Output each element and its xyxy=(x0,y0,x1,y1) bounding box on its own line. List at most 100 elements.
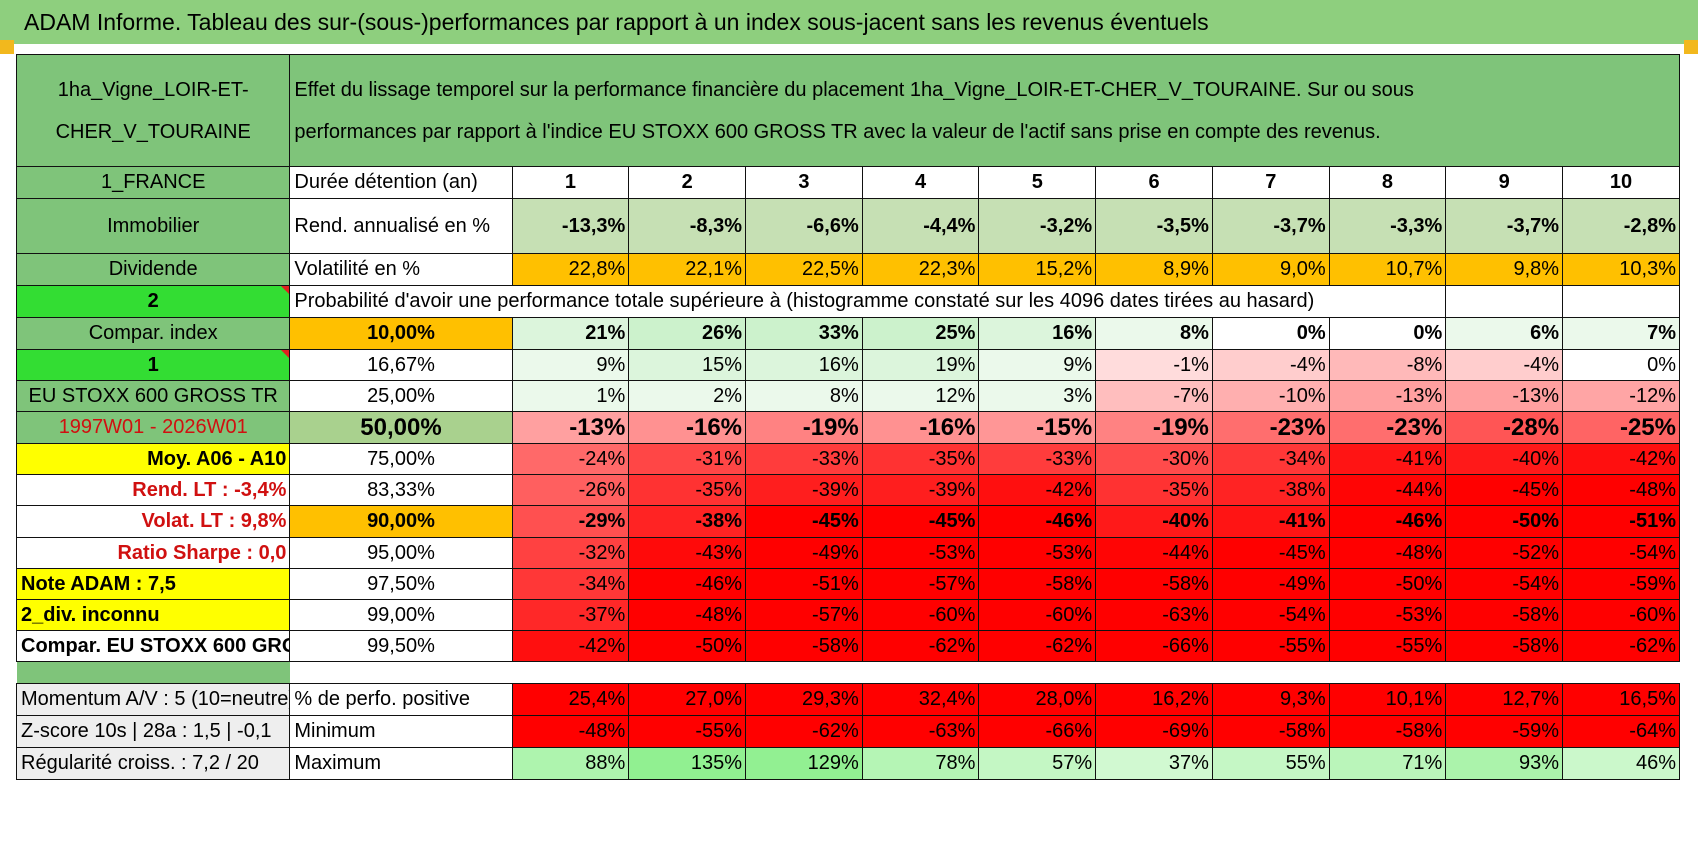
rend-value: -3,7% xyxy=(1211,198,1330,254)
percentile-label: 95,00% xyxy=(289,537,513,569)
years-row: 1_FRANCE Durée détention (an) 1 2 3 4 5 6 7 8 9 10 xyxy=(15,166,1680,199)
percentile-value: -49% xyxy=(1211,568,1330,600)
selector-1: 2 xyxy=(15,285,291,318)
rend-label: Rend. annualisé en % xyxy=(289,198,513,254)
percentile-label: 50,00% xyxy=(289,411,513,444)
volat-value: 9,0% xyxy=(1211,253,1330,286)
percentile-value: -33% xyxy=(978,443,1097,475)
percentile-label: 99,00% xyxy=(289,599,513,631)
percentile-label: 97,50% xyxy=(289,568,513,600)
div-label: 2_div. inconnu xyxy=(15,599,291,631)
positive-value: 29,3% xyxy=(745,683,863,716)
positive-value: 32,4% xyxy=(861,683,980,716)
percentile-value: -23% xyxy=(1211,411,1330,444)
percentile-value: -37% xyxy=(511,599,630,631)
positive-value: 16,5% xyxy=(1562,683,1680,716)
percentile-row: Compar. EU STOXX 600 GROSS TR99,50%-42%-… xyxy=(15,630,1680,662)
percentile-value: -58% xyxy=(745,630,863,662)
percentile-row: Volat. LT : 9,8% 90,00% -29% -38% -45% -45% -4… xyxy=(15,505,1680,538)
maximum-value: 57% xyxy=(978,747,1097,780)
description-line1: Effet du lissage temporel sur la perform… xyxy=(294,78,1414,101)
rend-value: -4,4% xyxy=(861,198,980,254)
rend-value: -2,8% xyxy=(1562,198,1680,254)
percentile-value: -34% xyxy=(1211,443,1330,475)
rend-value: -3,2% xyxy=(978,198,1097,254)
category-label: Immobilier xyxy=(15,198,291,254)
percentile-value: -46% xyxy=(628,568,747,600)
percentile-value: -29% xyxy=(511,505,630,538)
percentile-value: -33% xyxy=(745,443,863,475)
volat-value: 22,5% xyxy=(745,253,863,286)
year-header: 5 xyxy=(978,166,1097,199)
maximum-value: 78% xyxy=(861,747,980,780)
percentile-value: -15% xyxy=(978,411,1097,444)
percentile-value: -10% xyxy=(1211,380,1330,412)
percentile-value: -42% xyxy=(1562,443,1680,475)
volat-value: 9,8% xyxy=(1445,253,1564,286)
corner-marker-right xyxy=(1684,40,1698,54)
percentile-value: -34% xyxy=(511,568,630,600)
gap-cell xyxy=(1212,662,1329,684)
percentile-value: -58% xyxy=(1445,599,1564,631)
percentile-value: 2% xyxy=(628,380,747,412)
momentum-label: Momentum A/V : 5 (10=neutre) xyxy=(15,683,291,716)
positive-value: 9,3% xyxy=(1211,683,1330,716)
percentile-value: -45% xyxy=(861,505,980,538)
percentile-value: -53% xyxy=(978,537,1097,569)
corner-marker-left xyxy=(0,40,14,54)
percentile-value: -52% xyxy=(1445,537,1564,569)
minimum-value: -48% xyxy=(511,715,630,748)
percentile-value: -51% xyxy=(745,568,863,600)
percentile-value: -30% xyxy=(1095,443,1213,475)
maximum-row: Régularité croiss. : 7,2 / 20 Maximum 88% 1… xyxy=(15,747,1680,780)
percentile-value: -50% xyxy=(1445,505,1564,538)
percentile-value: 33% xyxy=(745,317,863,350)
positive-value: 16,2% xyxy=(1095,683,1213,716)
minimum-value: -63% xyxy=(861,715,980,748)
percentile-value: 8% xyxy=(1095,317,1213,350)
percentile-row: Note ADAM : 7,5 97,50% -34% -46% -51% -57% -58… xyxy=(15,568,1680,600)
gap-cell xyxy=(290,662,512,684)
percentile-value: -63% xyxy=(1095,599,1213,631)
minimum-value: -59% xyxy=(1445,715,1564,748)
positive-value: 25,4% xyxy=(511,683,630,716)
percentile-value: -13% xyxy=(1445,380,1564,412)
asset-name-line1: 1ha_Vigne_LOIR-ET- xyxy=(57,78,249,101)
percentile-value: -19% xyxy=(745,411,863,444)
report-title: ADAM Informe. Tableau des sur-(sous-)per… xyxy=(0,0,1698,44)
year-header: 6 xyxy=(1095,166,1213,199)
maximum-value: 46% xyxy=(1562,747,1680,780)
empty-cell xyxy=(1562,285,1680,318)
income-label: Dividende xyxy=(15,253,291,286)
percentile-value: -53% xyxy=(1328,599,1447,631)
note-label: Note ADAM : 7,5 xyxy=(15,568,291,600)
percentile-value: -35% xyxy=(628,474,747,506)
percentile-value: -4% xyxy=(1211,349,1330,381)
percentile-row: 1 16,67% 9% 15% 16% 19% 9% -1% -4% -8% -4% 0% xyxy=(15,349,1680,381)
asset-name-line2: CHER_V_TOURAINE xyxy=(55,120,251,143)
percentile-value: -60% xyxy=(978,599,1097,631)
volat-label: Volatilité en % xyxy=(289,253,513,286)
empty-cell xyxy=(1445,285,1564,318)
percentile-value: -60% xyxy=(1562,599,1680,631)
percentile-label: 16,67% xyxy=(289,349,513,381)
gap-cell xyxy=(629,662,746,684)
percentile-value: -31% xyxy=(628,443,747,475)
percentile-label: 99,50% xyxy=(289,630,513,662)
percentile-value: 7% xyxy=(1562,317,1680,350)
percentile-value: -60% xyxy=(861,599,980,631)
positive-value: 12,7% xyxy=(1445,683,1564,716)
percentile-value: -48% xyxy=(628,599,747,631)
minimum-value: -62% xyxy=(745,715,863,748)
percentile-value: -46% xyxy=(1328,505,1447,538)
probability-label: Probabilité d'avoir une performance tota… xyxy=(289,285,1447,318)
percentile-value: -40% xyxy=(1445,443,1564,475)
maximum-value: 37% xyxy=(1095,747,1213,780)
maximum-label: Maximum xyxy=(289,747,513,780)
minimum-value: -55% xyxy=(628,715,747,748)
percentile-value: -50% xyxy=(1328,568,1447,600)
header-row: 1ha_Vigne_LOIR-ET- CHER_V_TOURAINE Effet… xyxy=(15,54,1680,167)
gap-cell xyxy=(979,662,1096,684)
percentile-row: EU STOXX 600 GROSS TR 25,00% 1% 2% 8% 12% 3% -7… xyxy=(15,380,1680,412)
minimum-value: -69% xyxy=(1095,715,1213,748)
